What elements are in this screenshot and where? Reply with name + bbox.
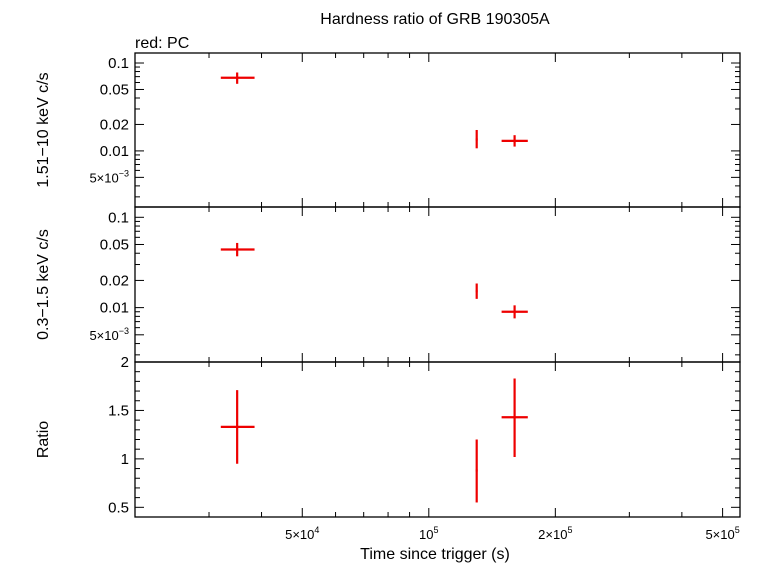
data-point (220, 390, 255, 464)
x-tick-labels: 5×104 105 2×105 5×105 (285, 525, 740, 542)
y-tick-label: 0.5 (108, 499, 129, 516)
x-tick-label: 5×104 (285, 525, 319, 542)
panels: 0.10.050.020.015×10−31.51−10 keV c/s0.10… (35, 52, 741, 542)
legend-text: red: PC (135, 35, 189, 52)
x-tick-label: 5×105 (705, 525, 739, 542)
y-tick-label: 0.1 (108, 55, 129, 72)
y-tick-label: 5×10−3 (89, 168, 129, 185)
y-tick-label: 5×10−3 (89, 326, 129, 343)
panel-ratio: 0.5 1 1.5 2 Ratio (35, 354, 741, 518)
y-tick-label: 0.05 (100, 236, 129, 253)
data-point (220, 242, 255, 257)
y-tick-label: 0.01 (100, 300, 129, 317)
data-point (475, 283, 478, 299)
panel-hard: 0.1 0.05 0.02 0.01 5×10−3 1.51−10 keV c/s (35, 52, 741, 208)
data-point (475, 439, 478, 503)
data-point (501, 378, 528, 457)
panel-frame (134, 361, 741, 518)
panel-frame (134, 206, 741, 363)
y-axis-label: Ratio (35, 421, 52, 458)
y-tick-label: 0.02 (100, 272, 129, 289)
x-tick-label: 105 (419, 525, 438, 542)
y-tick-label: 1 (121, 451, 129, 468)
y-tick-label: 0.02 (100, 116, 129, 133)
data-point (220, 72, 255, 84)
data-point (501, 135, 528, 147)
y-tick-label: 0.05 (100, 81, 129, 98)
y-axis-label: 1.51−10 keV c/s (35, 72, 52, 187)
data-point (475, 129, 478, 149)
y-tick-label: 0.1 (108, 209, 129, 226)
chart-title: Hardness ratio of GRB 190305A (320, 11, 550, 28)
panel-frame (134, 52, 741, 208)
x-axis-label: Time since trigger (s) (360, 546, 510, 563)
y-axis-label: 0.3−1.5 keV c/s (35, 229, 52, 340)
data-point (501, 305, 528, 319)
y-tick-label: 2 (121, 354, 129, 371)
y-tick-label: 1.5 (108, 402, 129, 419)
y-tick-label: 0.01 (100, 143, 129, 160)
x-tick-label: 2×105 (538, 525, 572, 542)
panel-soft: 0.1 0.05 0.02 0.01 5×10−3 0.3−1.5 keV c/s (35, 206, 741, 363)
